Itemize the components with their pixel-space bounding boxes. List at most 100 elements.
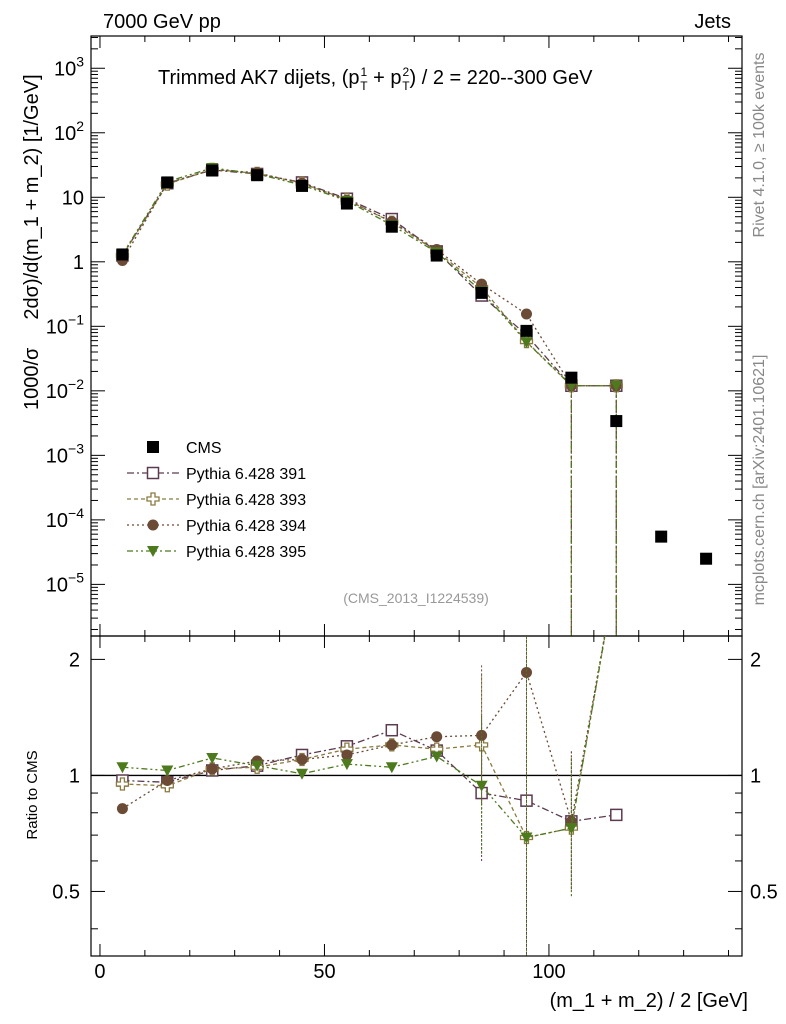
legend-entry: Pythia 6.428 393 (127, 492, 306, 509)
analysis-id: (CMS_2013_I1224539) (343, 590, 489, 606)
series-cms (116, 164, 713, 565)
ratio-tick-label-right: 0.5 (750, 881, 778, 903)
legend-label: Pythia 6.428 395 (186, 544, 306, 561)
y-axis-label: 1000/σ2dσ)/d(m_1 + m_2) [1/GeV] (21, 74, 43, 410)
y-tick-label: 10−5 (46, 569, 84, 596)
series-line (121, 169, 617, 387)
ratio-point (430, 751, 443, 763)
series-line (121, 168, 617, 387)
legend-entry: Pythia 6.428 394 (127, 518, 306, 535)
x-tick-label: 100 (532, 961, 565, 983)
data-point (520, 337, 533, 349)
ratio-point (385, 762, 398, 774)
y-tick-label: 10−4 (46, 505, 84, 532)
legend-label: Pythia 6.428 391 (186, 466, 306, 483)
ratio-series-pythia-6-428-394 (116, 636, 606, 892)
ratio-point (206, 752, 219, 764)
ratio-point (385, 723, 399, 737)
legend-marker (147, 546, 159, 557)
legend-entry: Pythia 6.428 395 (127, 544, 306, 561)
ratio-tick-label: 0.5 (52, 881, 80, 903)
ratio-point (386, 739, 398, 751)
legend-label: CMS (186, 440, 222, 457)
y-tick-label: 10−1 (46, 311, 84, 338)
data-point (161, 176, 174, 189)
ratio-plot: 0 50 100 0.5 0.5 1 1 2 2 (52, 635, 778, 983)
ratio-point (431, 731, 443, 743)
y-tick-label: 10−2 (46, 376, 84, 403)
series-pythia-6-428-394 (116, 163, 622, 636)
legend-label: Pythia 6.428 393 (186, 492, 306, 509)
series-line (121, 167, 617, 387)
data-point (251, 169, 264, 182)
ratio-line (122, 729, 617, 823)
ratio-point (115, 777, 130, 791)
ratio-tick-label: 2 (69, 649, 80, 671)
ratio-tick-label-right: 1 (750, 765, 761, 787)
ratio-frame (90, 635, 743, 957)
ratio-point (116, 803, 128, 815)
ratio-point (520, 666, 532, 678)
data-point (475, 286, 488, 299)
series-pythia-6-428-393 (115, 162, 623, 636)
ratio-point (610, 808, 623, 822)
legend-entry: Pythia 6.428 391 (127, 466, 306, 483)
x-tick-label: 0 (94, 961, 105, 983)
ratio-point (565, 823, 578, 835)
x-axis-label: (m_1 + m_2) / 2 [GeV] (550, 990, 748, 1012)
ratio-point (116, 762, 129, 774)
legend-marker (146, 466, 160, 480)
legend-marker (147, 441, 159, 453)
legend-marker (146, 492, 160, 506)
legend-label: Pythia 6.428 394 (186, 518, 306, 535)
ratio-tick-label-right: 2 (750, 649, 761, 671)
ratio-line (122, 636, 606, 839)
ratio-point (161, 775, 173, 787)
data-point (340, 197, 353, 210)
legend: CMS Pythia 6.428 391 Pythia 6.428 393 Pythi… (127, 440, 306, 561)
x-tick-label: 50 (313, 961, 335, 983)
ratio-point (296, 768, 309, 780)
series-pythia-6-428-391 (116, 163, 623, 636)
header-process: Jets (694, 11, 731, 33)
header-energy: 7000 GeV pp (103, 11, 221, 33)
data-point (610, 415, 623, 428)
data-point (520, 308, 532, 320)
ratio-point (206, 763, 218, 775)
plot-title: Trimmed AK7 dijets, (p1 T + p2 T) / 2 = 22… (158, 65, 593, 93)
ratio-line (122, 636, 606, 839)
ratio-y-axis-label: Ratio to CMS (24, 750, 41, 839)
data-point (520, 324, 533, 337)
ratio-point (476, 729, 488, 741)
data-point (610, 380, 623, 392)
y-tick-label: 103 (54, 53, 84, 80)
data-point (206, 164, 219, 177)
ratio-point (251, 760, 264, 772)
ratio-point (340, 759, 353, 771)
series-pythia-6-428-395 (116, 162, 623, 636)
y-tick-label: 10 (62, 187, 84, 209)
ratio-tick-label: 1 (69, 765, 80, 787)
data-point (565, 371, 578, 384)
legend-entry: CMS (147, 440, 222, 457)
data-point (385, 220, 398, 233)
ratio-series-pythia-6-428-391 (116, 636, 623, 956)
data-point (116, 248, 129, 261)
ratio-series-pythia-6-428-393 (115, 636, 606, 956)
ratio-line (122, 636, 606, 822)
data-point (700, 552, 713, 565)
ratio-series-pythia-6-428-395 (116, 636, 606, 956)
ratio-point (520, 832, 533, 844)
legend-marker (147, 519, 159, 531)
mcplots-label: mcplots.cern.ch [arXiv:2401.10621] (751, 355, 768, 606)
ratio-point (161, 765, 174, 777)
data-point (430, 249, 443, 262)
y-tick-label: 10−3 (46, 440, 84, 467)
data-point (655, 530, 668, 543)
y-tick-label: 1 (73, 252, 84, 274)
ratio-point (296, 753, 308, 765)
data-point (296, 179, 309, 192)
y-tick-label: 102 (54, 118, 84, 145)
